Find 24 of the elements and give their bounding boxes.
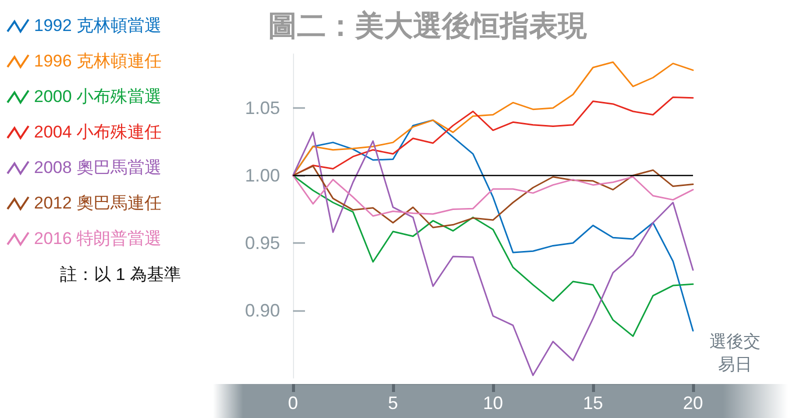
legend-label: 2008 奧巴馬當選 — [34, 158, 162, 177]
line-series — [292, 165, 694, 228]
line-series — [292, 174, 694, 337]
x-tick-label: 10 — [482, 393, 504, 413]
y-tick-label: 1.05 — [244, 98, 280, 118]
line-series — [292, 174, 694, 217]
y-tick-label: 0.90 — [244, 300, 280, 320]
legend-label: 2012 奧巴馬連任 — [34, 194, 162, 212]
line-series — [292, 61, 694, 176]
x-tick-label: 0 — [288, 393, 298, 413]
x-tick-label: 5 — [388, 393, 398, 413]
line-series — [292, 132, 694, 376]
y-tick-label: 1.00 — [244, 166, 280, 186]
legend-label: 2016 特朗普當選 — [34, 229, 162, 248]
legend-label: 2004 小布殊連任 — [34, 122, 162, 142]
x-tick-label: 15 — [582, 393, 604, 413]
y-tick-label: 0.95 — [244, 233, 280, 253]
x-axis-title: 選後交易日 — [708, 331, 762, 376]
chart-title: 圖二：美大選後恒指表現 — [268, 10, 588, 42]
legend-label: 1992 克林頓當選 — [34, 16, 162, 35]
legend-label: 2000 小布殊當選 — [34, 87, 162, 106]
legend-label: 1996 克林頓連任 — [34, 52, 162, 70]
text: 註：以 1 為基準 — [60, 265, 181, 284]
x-tick-label: 20 — [682, 393, 704, 413]
